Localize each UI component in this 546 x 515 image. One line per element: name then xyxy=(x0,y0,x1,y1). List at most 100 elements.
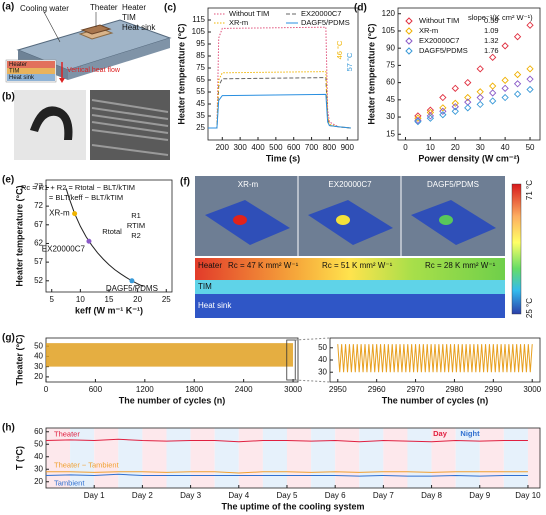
marker xyxy=(501,84,509,92)
marker xyxy=(464,93,472,102)
marker xyxy=(476,88,484,96)
x-tick-label: Day 6 xyxy=(325,491,346,500)
y-tick-label: 60 xyxy=(386,78,395,87)
x-tick-label: 20 xyxy=(451,143,460,152)
marker xyxy=(513,80,522,88)
x-tick-label: 600 xyxy=(89,385,103,394)
x-tick-label: 30 xyxy=(476,143,485,152)
marker xyxy=(451,107,459,115)
series-line xyxy=(45,438,528,443)
marker xyxy=(414,116,422,125)
marker xyxy=(464,78,472,87)
panel-label: (g) xyxy=(2,333,15,344)
plate xyxy=(308,200,393,245)
series-line xyxy=(46,471,528,474)
x-tick-label: Day 4 xyxy=(228,491,249,500)
marker xyxy=(439,107,447,115)
image-title: EX20000C7 xyxy=(328,180,372,189)
y-tick-label: 35 xyxy=(196,111,205,120)
x-tick-label: Day 5 xyxy=(277,491,298,500)
panel-label: (c) xyxy=(164,3,176,14)
marker xyxy=(501,76,509,84)
y-tick-label: 20 xyxy=(34,477,43,486)
day-night-band xyxy=(503,428,528,488)
rc-label: Rc = 47 K mm² W⁻¹ xyxy=(228,261,299,270)
y-tick-label: 72 xyxy=(34,201,43,210)
x-tick-label: 400 xyxy=(251,143,265,152)
x-tick-label: 20 xyxy=(133,295,142,304)
legend-label: XR-m xyxy=(229,18,248,27)
x-tick-label: 800 xyxy=(323,143,337,152)
y-tick-label: 45 xyxy=(386,95,395,104)
zoom-connector xyxy=(295,337,331,341)
marker xyxy=(72,211,78,217)
y-axis-label: Heater temperature (°C) xyxy=(14,185,24,286)
x-tick-label: 2950 xyxy=(329,385,347,394)
legend-slope: 1.09 xyxy=(484,26,499,35)
x-tick-label: 15 xyxy=(105,295,114,304)
x-tick-label: Day 1 xyxy=(84,491,105,500)
x-axis-label: The number of cycles (n) xyxy=(382,395,489,405)
y-axis-label: T (°C) xyxy=(14,446,24,470)
panel-b: (b) xyxy=(2,90,170,160)
x-tick-label: 2980 xyxy=(446,385,464,394)
legend-slope: 0.59 xyxy=(484,16,499,25)
y-tick-label: 95 xyxy=(196,39,205,48)
x-tick-label: 2990 xyxy=(484,385,502,394)
x-tick-label: Day 3 xyxy=(180,491,201,500)
annotation: = BLT/keff − BLT/kTIM xyxy=(49,193,123,202)
marker xyxy=(439,104,447,112)
y-tick-label: 40 xyxy=(318,355,327,364)
x-tick-label: 900 xyxy=(341,143,355,152)
photo xyxy=(14,90,86,160)
day-night-band xyxy=(359,428,384,488)
x-tick-label: 1200 xyxy=(136,385,154,394)
y-tick-label: 115 xyxy=(192,15,205,24)
series-line xyxy=(337,344,533,373)
day-night-band xyxy=(455,428,480,488)
label: Theater xyxy=(90,3,118,12)
y-axis-label: Heater temperature (°C) xyxy=(176,23,186,124)
x-tick-label: Day 8 xyxy=(421,491,442,500)
inset-sink xyxy=(7,74,55,81)
x-tick-label: 2970 xyxy=(407,385,425,394)
chart: 25 35 45 55 65 75 85 95 105 115 200 300 400 500 600 700… xyxy=(164,3,359,163)
plot-frame xyxy=(207,7,359,141)
y-tick-label: 52 xyxy=(34,276,43,285)
y-tick-label: 57 xyxy=(34,257,43,266)
label: Heater xyxy=(122,3,146,12)
x-tick-label: 2960 xyxy=(368,385,386,394)
day-night-band xyxy=(335,428,360,488)
y-tick-label: 30 xyxy=(318,367,327,376)
marker xyxy=(464,104,472,112)
y-tick-label: 105 xyxy=(382,26,396,35)
y-tick-label: 50 xyxy=(318,343,327,352)
leader xyxy=(43,11,61,43)
marker xyxy=(86,238,92,244)
y-tick-label: 30 xyxy=(34,464,43,473)
marker xyxy=(426,112,435,120)
panel-label: (b) xyxy=(2,92,15,103)
day-night-band xyxy=(46,428,71,488)
chart: 15 30 45 60 75 90 105 120 0 10 20 30 40 50 Power densi… xyxy=(354,3,541,163)
day-night-band xyxy=(527,428,540,488)
y-tick-label: 45 xyxy=(196,99,205,108)
marker xyxy=(489,82,497,90)
marker xyxy=(526,21,534,29)
marker xyxy=(489,53,497,61)
day-night-band xyxy=(431,428,456,488)
marker xyxy=(526,85,534,94)
panel-a: (a) Cooling water Theater Heater TIM Hea… xyxy=(2,2,172,83)
legend-marker xyxy=(405,37,413,45)
x-tick-label: 3000 xyxy=(523,385,541,394)
marker xyxy=(414,117,422,126)
y-axis-label: Heater temperature (°C) xyxy=(366,23,376,124)
marker xyxy=(526,75,534,83)
y-tick-label: 30 xyxy=(386,112,395,121)
legend-title: slope⁻¹(K cm² W⁻¹) xyxy=(468,13,533,22)
band-area xyxy=(46,343,294,367)
x-tick-label: 40 xyxy=(501,143,510,152)
day-night-band xyxy=(214,428,239,488)
plot-frame xyxy=(397,7,541,141)
